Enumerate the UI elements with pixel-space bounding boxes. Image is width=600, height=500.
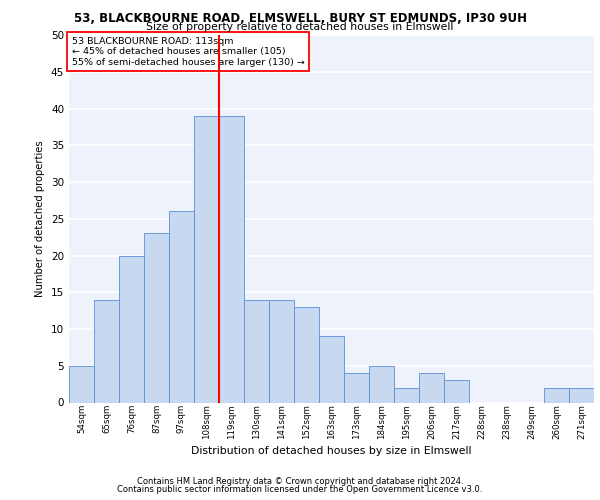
Bar — [69, 366, 94, 403]
Bar — [544, 388, 569, 402]
Bar — [219, 116, 244, 403]
Text: 53 BLACKBOURNE ROAD: 113sqm
← 45% of detached houses are smaller (105)
55% of se: 53 BLACKBOURNE ROAD: 113sqm ← 45% of det… — [71, 37, 305, 66]
Bar — [319, 336, 344, 402]
Text: Contains public sector information licensed under the Open Government Licence v3: Contains public sector information licen… — [118, 485, 482, 494]
Bar — [369, 366, 394, 403]
Text: Size of property relative to detached houses in Elmswell: Size of property relative to detached ho… — [146, 22, 454, 32]
Y-axis label: Number of detached properties: Number of detached properties — [35, 140, 46, 297]
Bar — [569, 388, 594, 402]
Bar — [244, 300, 269, 403]
Bar — [344, 373, 369, 402]
Bar — [119, 256, 144, 402]
Bar — [169, 212, 194, 402]
Bar — [269, 300, 294, 403]
Bar — [94, 300, 119, 403]
Bar — [419, 373, 444, 402]
Bar — [444, 380, 469, 402]
Bar — [294, 307, 319, 402]
Text: Contains HM Land Registry data © Crown copyright and database right 2024.: Contains HM Land Registry data © Crown c… — [137, 477, 463, 486]
Bar — [194, 116, 219, 403]
Text: 53, BLACKBOURNE ROAD, ELMSWELL, BURY ST EDMUNDS, IP30 9UH: 53, BLACKBOURNE ROAD, ELMSWELL, BURY ST … — [74, 12, 527, 26]
Bar — [144, 234, 169, 402]
X-axis label: Distribution of detached houses by size in Elmswell: Distribution of detached houses by size … — [191, 446, 472, 456]
Bar — [394, 388, 419, 402]
